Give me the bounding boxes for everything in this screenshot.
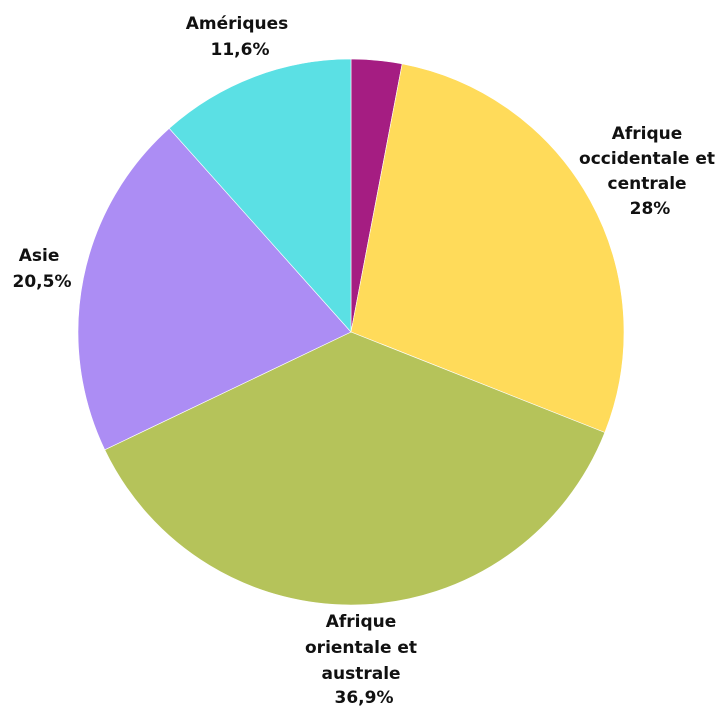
label-afrique-occidentale-line2: occidentale et [579, 149, 715, 169]
label-ameriques-value: 11,6% [211, 40, 270, 60]
pie-slice-afrique-orientale-et-australe [104, 331, 606, 606]
pie-slice-afrique-occidentale-et-centrale [350, 63, 625, 433]
label-ameriques-name: Amériques [186, 14, 289, 34]
label-afrique-orientale-line2: orientale et [305, 638, 417, 658]
label-afrique-orientale-line1: Afrique [326, 612, 397, 632]
label-afrique-occidentale-line1: Afrique [612, 124, 683, 144]
label-asie-value: 20,5% [13, 272, 72, 292]
pie-slices [77, 58, 625, 606]
label-afrique-occidentale: Afrique occidentale et centrale 28% [579, 124, 721, 219]
label-ameriques: Amériques 11,6% [186, 14, 294, 60]
label-afrique-occidentale-value: 28% [630, 199, 671, 219]
label-afrique-orientale: Afrique orientale et australe 36,9% [305, 612, 423, 708]
label-afrique-orientale-line3: australe [322, 664, 401, 684]
label-asie-name: Asie [19, 246, 60, 266]
label-asie: Asie 20,5% [13, 246, 72, 292]
pie-slice-ameriques [168, 58, 352, 333]
label-afrique-orientale-value: 36,9% [335, 688, 394, 708]
pie-slice-asie [77, 127, 352, 451]
label-afrique-occidentale-line3: centrale [608, 174, 687, 194]
